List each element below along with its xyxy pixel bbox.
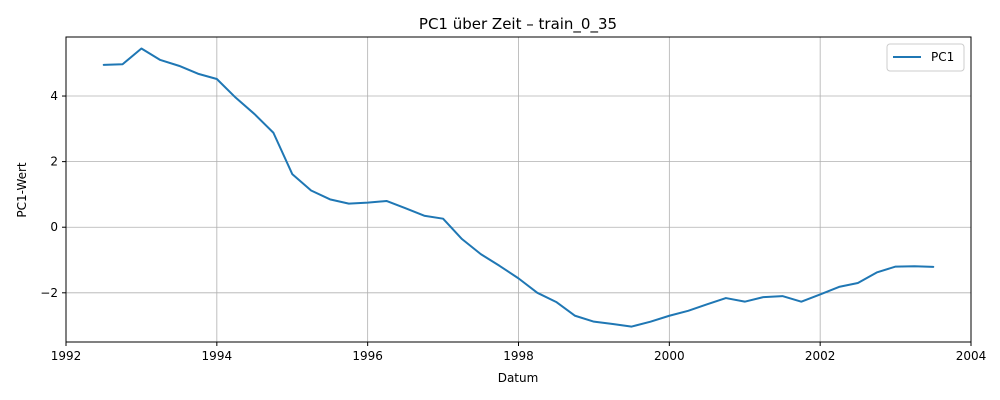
x-tick-label: 1992 (51, 349, 82, 363)
x-tick-label: 1994 (202, 349, 233, 363)
x-tick-label: 1998 (503, 349, 534, 363)
y-tick-label: 2 (50, 155, 58, 169)
grid (65, 37, 972, 342)
y-tick-label: 4 (50, 89, 58, 103)
x-tick-label: 2004 (956, 349, 987, 363)
x-tick-label: 2002 (805, 349, 836, 363)
x-tick-label: 2000 (654, 349, 685, 363)
series-line-pc1 (102, 47, 935, 328)
chart-title: PC1 über Zeit – train_0_35 (419, 15, 617, 34)
legend-box (886, 43, 965, 72)
y-tick-label: 0 (50, 220, 58, 234)
y-axis: −2 0 2 4 (40, 89, 66, 300)
y-axis-label: PC1-Wert (15, 162, 29, 218)
series-layer (102, 47, 935, 328)
x-axis: 1992 1994 1996 1998 2000 2002 2004 (51, 342, 987, 363)
x-axis-label: Datum (498, 371, 539, 385)
legend: PC1 (886, 43, 965, 72)
legend-label-pc1: PC1 (931, 50, 954, 64)
y-tick-label: −2 (40, 286, 58, 300)
x-tick-label: 1996 (352, 349, 383, 363)
